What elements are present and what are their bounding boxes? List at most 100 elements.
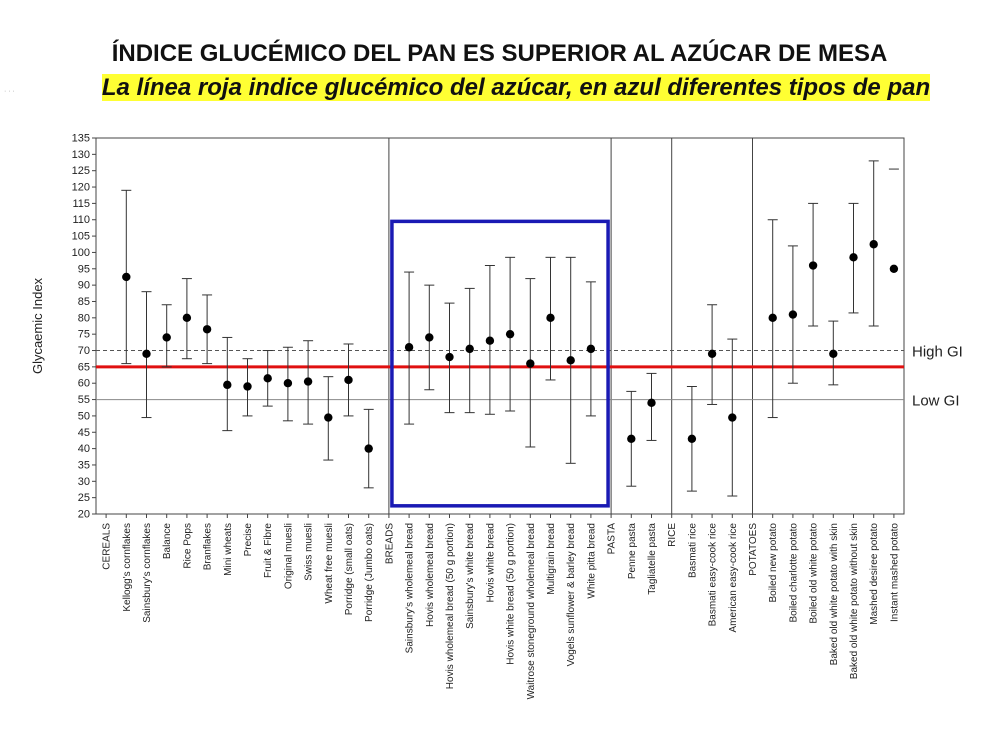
chart-subtitle-text: La línea roja indice glucémico del azúca…: [101, 74, 931, 101]
corner-mark: · · ·: [4, 88, 15, 95]
y-tick-label: 120: [72, 182, 90, 194]
data-point: [869, 240, 878, 249]
data-point: [627, 434, 636, 443]
data-point: [485, 336, 495, 345]
x-category-label: Porridge (Jumbo oats): [364, 523, 375, 622]
data-point: [263, 374, 272, 383]
x-category-label: White pitta bread: [586, 523, 597, 599]
data-point: [829, 349, 838, 358]
x-category-label: Baked old white potato with skin: [829, 523, 840, 665]
data-point: [344, 375, 353, 385]
y-tick-label: 45: [78, 427, 90, 439]
x-category-label: Precise: [243, 523, 254, 557]
x-category-label: Mashed desiree potato: [869, 523, 880, 625]
data-point: [404, 343, 414, 352]
x-category-label: Rice Pops: [182, 523, 193, 569]
y-tick-label: 85: [78, 296, 90, 308]
x-category-label: Branflakes: [203, 523, 214, 570]
chart-title: ÍNDICE GLUCÉMICO DEL PAN ES SUPERIOR AL …: [111, 40, 888, 67]
x-category-label: Wheat free muesli: [324, 523, 335, 604]
y-tick-label: 60: [78, 378, 90, 390]
data-point: [162, 333, 171, 342]
y-tick-label: 70: [78, 345, 90, 357]
x-category-label: POTATOES: [748, 523, 759, 576]
data-point: [505, 329, 515, 339]
data-point: [687, 434, 697, 443]
x-category-label: PASTA: [607, 523, 618, 555]
y-tick-label: 20: [78, 509, 90, 521]
data-point: [808, 261, 818, 270]
x-category-label: BREADS: [384, 523, 395, 564]
y-tick-label: 135: [72, 133, 90, 145]
data-point: [283, 379, 293, 388]
data-point: [788, 310, 798, 319]
x-category-label: Hovis wholemeal bread (50 g portion): [445, 523, 456, 689]
y-tick-label: 125: [72, 165, 90, 177]
data-point: [364, 444, 373, 453]
data-point: [303, 377, 313, 386]
y-tick-label: 100: [72, 247, 90, 259]
x-category-label: Sainsbury's cornflakes: [142, 523, 153, 623]
data-point: [445, 352, 454, 362]
bread-highlight-box: [390, 219, 610, 508]
reference-line-label: Low GI: [912, 393, 960, 410]
y-tick-label: 35: [78, 459, 90, 471]
x-category-label: Fruit & Fibre: [263, 523, 274, 578]
x-category-label: Boiled old white potato: [809, 523, 820, 624]
data-point: [586, 344, 596, 354]
x-category-label: CEREALS: [102, 523, 113, 570]
x-category-label: Instant mashed potato: [889, 523, 900, 622]
x-category-label: Sainsbury's wholemeal bread: [405, 523, 416, 653]
data-point: [425, 333, 434, 342]
data-point: [243, 382, 252, 391]
x-category-label: Vogels sunflower & barley bread: [566, 523, 577, 666]
y-tick-label: 90: [78, 280, 90, 292]
x-category-label: Baked old white potato without skin: [849, 523, 860, 679]
data-point: [546, 313, 555, 323]
x-category-label: Hovis white bread (50 g portion): [506, 523, 517, 665]
data-point: [324, 413, 333, 422]
x-category-label: Hovis white bread: [485, 523, 496, 602]
x-category-label: Hovis wholemeal bread: [425, 523, 436, 627]
x-category-label: Waitrose stoneground wholemeal bread: [526, 523, 537, 699]
y-axis-title: Glycaemic Index: [30, 277, 45, 374]
x-category-label: Kellogg's cornflakes: [122, 523, 133, 612]
y-tick-label: 110: [72, 214, 90, 226]
y-tick-label: 105: [72, 231, 90, 243]
data-point: [849, 253, 858, 262]
data-point: [889, 264, 899, 273]
y-tick-label: 55: [78, 394, 90, 406]
data-point: [122, 272, 131, 282]
x-category-label: Penne pasta: [627, 523, 638, 580]
data-point: [768, 313, 777, 323]
data-point: [707, 349, 717, 358]
y-tick-label: 130: [72, 149, 90, 161]
data-point: [465, 344, 474, 354]
data-point: [223, 380, 232, 390]
x-category-label: Tagliatelle pasta: [647, 523, 658, 595]
y-tick-label: 75: [78, 329, 90, 341]
x-category-label: Balance: [162, 523, 173, 560]
x-category-label: American easy-cook rice: [728, 523, 739, 633]
x-category-label: Basmati easy-cook rice: [708, 523, 719, 627]
y-tick-label: 95: [78, 263, 90, 275]
data-point: [647, 398, 656, 408]
x-category-label: Original muesli: [283, 523, 294, 589]
x-category-label: Boiled charlotte potato: [788, 523, 799, 623]
y-tick-label: 30: [78, 476, 90, 488]
data-point: [728, 413, 737, 422]
y-tick-label: 65: [78, 361, 90, 373]
y-tick-label: 40: [78, 443, 90, 455]
x-category-label: Porridge (small oats): [344, 523, 355, 615]
reference-line-label: High GI: [912, 344, 963, 361]
plot-frame: [95, 137, 905, 515]
x-category-label: Swiss muesli: [304, 523, 315, 581]
y-tick-label: 25: [78, 492, 90, 504]
data-point: [142, 349, 151, 358]
data-point: [202, 325, 212, 334]
data-point: [182, 313, 192, 323]
x-category-label: Sainsbury's white bread: [465, 523, 476, 629]
x-category-label: Multigrain bread: [546, 523, 557, 595]
x-category-label: Mini wheats: [223, 523, 234, 576]
x-category-label: RICE: [667, 523, 678, 547]
